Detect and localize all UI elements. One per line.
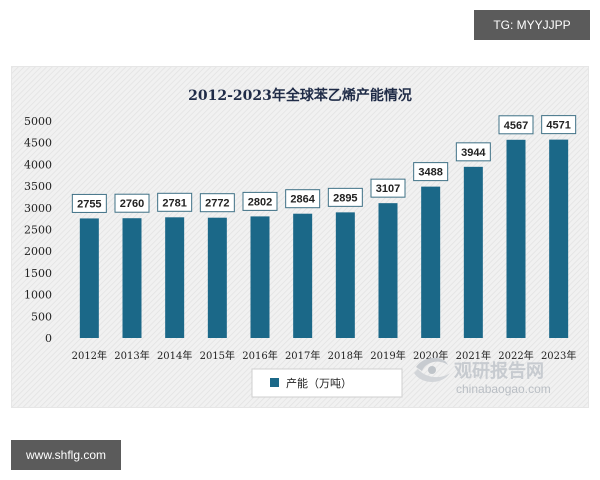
x-tick-label: 2022年 (498, 349, 533, 362)
bar (549, 139, 569, 338)
bar (79, 218, 99, 338)
y-tick-label: 2000 (24, 245, 52, 258)
bar (250, 216, 270, 338)
watermark-cn: 观研报告网 (454, 360, 544, 382)
x-tick-label: 2012年 (72, 349, 107, 362)
data-label: 2781 (162, 197, 186, 209)
bottom-source-tag: www.shflg.com (11, 440, 121, 470)
data-label: 2772 (205, 198, 229, 210)
x-tick-label: 2023年 (541, 349, 576, 362)
data-label-box (157, 192, 193, 212)
legend-swatch (270, 378, 279, 387)
y-tick-label: 3000 (24, 202, 52, 215)
bar-chart: 2012-2023年全球苯乙烯产能情况 0 500 1000 1500 2000 2500… (12, 67, 588, 407)
bar (207, 217, 227, 338)
watermark-en: chinabaogao.com (456, 382, 551, 396)
x-tick-label: 2017年 (285, 349, 320, 362)
data-label: 2760 (120, 198, 144, 210)
data-label: 3944 (461, 147, 486, 159)
y-tick-label: 4000 (24, 158, 52, 171)
data-label-box (455, 142, 491, 162)
bar (335, 212, 355, 338)
data-label-box (413, 162, 449, 182)
data-label-box (541, 115, 577, 135)
data-label-box (498, 115, 534, 135)
bar (463, 166, 483, 338)
data-label: 4571 (546, 120, 570, 132)
bar (122, 218, 142, 338)
data-label-box (199, 193, 235, 213)
y-tick-label: 5000 (24, 115, 52, 128)
x-tick-label: 2016年 (242, 349, 277, 362)
bar (421, 186, 441, 338)
x-tick-label: 2015年 (200, 349, 235, 362)
legend-label: 产能（万吨） (286, 376, 352, 390)
watermark: 观研报告网 chinabaogao.com (414, 357, 551, 396)
y-tick-label: 1000 (24, 289, 52, 302)
bar-series (79, 139, 569, 338)
data-label-box (327, 187, 363, 207)
data-label-box (242, 191, 278, 211)
top-source-tag: TG: MYYJJPP (474, 10, 590, 40)
x-tick-label: 2019年 (370, 349, 405, 362)
data-label: 2895 (333, 192, 357, 204)
data-label-box (114, 193, 150, 213)
data-label: 3107 (376, 183, 400, 195)
data-label-box (370, 178, 406, 198)
y-axis: 0 500 1000 1500 2000 2500 3000 3500 4000 4500 5000 (24, 115, 52, 345)
y-tick-label: 0 (45, 332, 52, 345)
x-tick-label: 2018年 (328, 349, 363, 362)
data-labels: 2755 2760 2781 2772 2802 2864 2895 3107 3488 3944… (71, 115, 577, 213)
x-tick-label: 2013年 (114, 349, 149, 362)
data-label: 2802 (248, 196, 272, 208)
y-tick-label: 2500 (24, 224, 52, 237)
chart-title: 2012-2023年全球苯乙烯产能情况 (188, 87, 412, 104)
bar (293, 213, 313, 338)
data-label: 2864 (290, 194, 315, 206)
data-label: 2755 (77, 198, 101, 210)
data-label-box (71, 193, 107, 213)
swirl-logo-icon (414, 357, 450, 382)
bar (506, 139, 526, 338)
y-tick-label: 1500 (24, 267, 52, 280)
data-label: 3488 (418, 167, 442, 179)
data-label: 4567 (504, 120, 528, 132)
y-tick-label: 4500 (24, 137, 52, 150)
x-tick-label: 2021年 (456, 349, 491, 362)
y-tick-label: 3500 (24, 180, 52, 193)
data-label-box (285, 189, 321, 209)
bar (378, 203, 398, 338)
x-tick-label: 2014年 (157, 349, 192, 362)
y-tick-label: 500 (31, 310, 52, 323)
legend: 产能（万吨） (251, 368, 403, 398)
chart-panel: 2012-2023年全球苯乙烯产能情况 0 500 1000 1500 2000 2500… (11, 66, 589, 408)
bar (165, 217, 185, 338)
